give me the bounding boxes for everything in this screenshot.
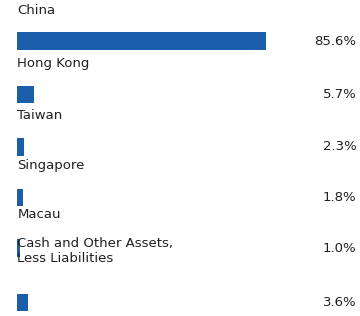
Text: China: China <box>17 4 55 17</box>
Text: 1.8%: 1.8% <box>323 191 356 204</box>
Text: 85.6%: 85.6% <box>314 34 356 48</box>
Text: 1.0%: 1.0% <box>323 241 356 255</box>
Bar <box>17 86 34 104</box>
Text: 3.6%: 3.6% <box>323 296 356 309</box>
Text: Singapore: Singapore <box>17 159 85 172</box>
Bar <box>17 32 266 50</box>
Bar <box>17 294 28 312</box>
Text: Hong Kong: Hong Kong <box>17 57 90 70</box>
Text: Cash and Other Assets,
Less Liabilities: Cash and Other Assets, Less Liabilities <box>17 237 173 265</box>
Bar <box>17 240 20 257</box>
Text: 2.3%: 2.3% <box>323 140 356 154</box>
Text: Taiwan: Taiwan <box>17 109 63 122</box>
Bar <box>17 138 24 155</box>
Text: 5.7%: 5.7% <box>323 88 356 101</box>
Bar <box>17 189 23 206</box>
Text: Macau: Macau <box>17 208 61 221</box>
